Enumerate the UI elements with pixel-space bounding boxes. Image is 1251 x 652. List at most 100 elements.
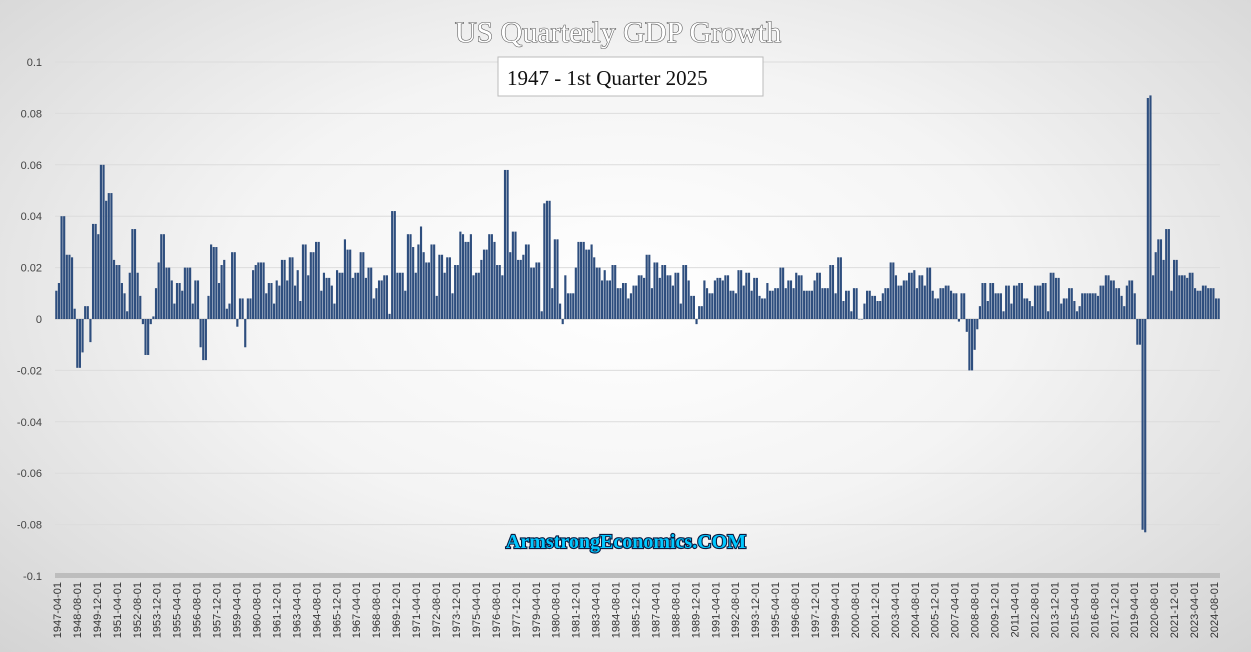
bar (196, 280, 200, 319)
bar (1005, 285, 1008, 319)
bar (94, 223, 97, 319)
bar (548, 200, 551, 319)
bar (850, 311, 853, 319)
bar (1102, 285, 1105, 319)
bar (803, 290, 806, 319)
bar (595, 267, 598, 319)
y-tick-label: 0.04 (21, 211, 42, 223)
bar (818, 272, 821, 319)
bar (1180, 275, 1184, 319)
bar (1191, 272, 1194, 319)
y-tick-label: 0.08 (21, 108, 42, 120)
x-tick-label: 1979-04-01 (531, 582, 543, 638)
bar (674, 272, 677, 319)
bar (89, 319, 92, 343)
bar (370, 267, 373, 319)
bar (1075, 311, 1079, 319)
bar (868, 290, 871, 319)
x-tick-label: 1988-08-01 (670, 582, 682, 638)
bar (320, 290, 323, 319)
x-tick-label: 1989-12-01 (690, 582, 702, 638)
bar (228, 303, 231, 319)
x-tick-label: 1987-04-01 (650, 582, 662, 638)
bar (1120, 295, 1123, 319)
x-tick-label: 2021-12-01 (1169, 582, 1181, 638)
bar (590, 244, 593, 319)
x-tick-label: 1999-04-01 (830, 582, 842, 638)
bar (611, 265, 614, 319)
bar (981, 283, 984, 319)
bar (915, 288, 919, 319)
bar (734, 293, 737, 319)
bar (1146, 97, 1149, 319)
y-tick-label: 0 (36, 314, 42, 326)
x-tick-label: 2003-04-01 (890, 582, 902, 638)
x-tick-label: 1963-04-01 (291, 582, 303, 638)
x-tick-label: 1977-12-01 (511, 582, 523, 638)
bar (388, 313, 391, 319)
y-tick-label: 0.1 (27, 57, 42, 69)
bar (559, 303, 562, 319)
bar (758, 295, 761, 319)
bar (503, 169, 507, 319)
bar (968, 319, 971, 371)
x-tick-label: 1985-12-01 (631, 582, 643, 638)
y-tick-label: -0.08 (17, 520, 42, 532)
bar (456, 265, 459, 319)
bar (1138, 319, 1142, 345)
bar (871, 295, 874, 319)
bar (120, 283, 123, 319)
bar (598, 267, 601, 319)
bar (249, 298, 252, 319)
bar (551, 288, 554, 319)
bar (677, 272, 680, 319)
bar (307, 275, 310, 319)
bar (191, 303, 194, 319)
bar (1188, 272, 1191, 319)
x-tick-label: 2000-08-01 (850, 582, 862, 638)
bar (1152, 275, 1155, 319)
bar (210, 244, 213, 319)
bar (663, 265, 667, 319)
bar (341, 272, 344, 319)
bar (669, 275, 672, 319)
bar (70, 257, 74, 319)
x-tick-label: 2017-12-01 (1109, 582, 1121, 638)
bar (876, 301, 879, 319)
bar (543, 203, 546, 319)
bar (490, 234, 493, 319)
x-tick-label: 2024-08-01 (1209, 582, 1221, 638)
bar (1112, 280, 1115, 319)
bar (934, 298, 937, 319)
bar (236, 319, 239, 327)
bar (847, 290, 850, 319)
bar (905, 280, 908, 319)
bar (621, 283, 625, 319)
bar (165, 267, 168, 319)
bar (842, 301, 845, 319)
bar (199, 319, 202, 348)
bar (1002, 311, 1005, 319)
bar (391, 211, 394, 319)
bar (1123, 306, 1126, 319)
bar (726, 275, 730, 319)
bar (829, 265, 832, 319)
bar (813, 280, 816, 319)
bar (99, 164, 102, 319)
x-tick-label: 1961-12-01 (271, 582, 283, 638)
bar (317, 241, 320, 319)
bar (530, 267, 533, 319)
bar (884, 288, 887, 319)
x-tick-label: 2012-08-01 (1030, 582, 1042, 638)
bar (755, 277, 758, 319)
bar (377, 280, 381, 319)
bar (826, 288, 829, 319)
bar (97, 234, 100, 319)
bar (517, 259, 520, 319)
bar (816, 272, 819, 319)
bar (414, 272, 417, 319)
bar (480, 259, 483, 319)
bar (175, 283, 179, 319)
bar (477, 272, 480, 319)
bar (275, 280, 278, 319)
